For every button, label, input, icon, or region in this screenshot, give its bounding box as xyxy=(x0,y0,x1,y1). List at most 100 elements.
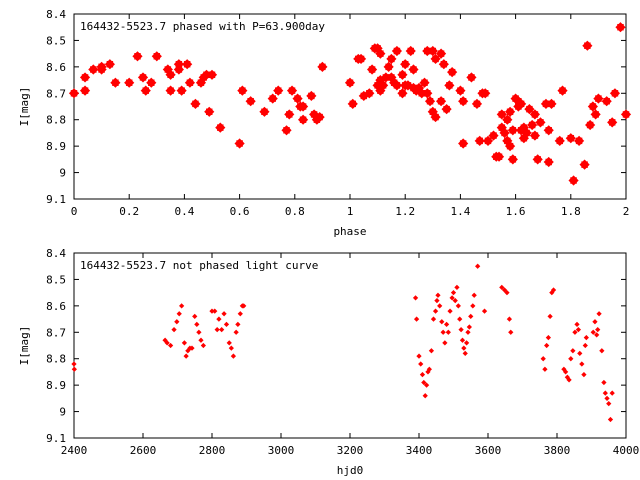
unphased-data-point xyxy=(443,321,450,327)
unphased-data-point xyxy=(508,329,514,335)
phased-light-curve-panel: 0 0.2 0.4 0.6 0.8 1 1.2 1.4 1.6 1.8 2 8.4 8.5 8.6 8.7 8… xyxy=(18,8,632,238)
unphased-x-tick-label: 3800 xyxy=(544,444,571,457)
phased-data-point-core xyxy=(366,90,373,97)
unphased-data-point xyxy=(179,303,185,309)
phased-x-tick-label: 2 xyxy=(623,205,630,218)
unphased-data-point xyxy=(423,382,430,388)
phased-data-point-core xyxy=(586,121,594,129)
unphased-data-point xyxy=(568,356,574,362)
phased-data-point-core xyxy=(294,95,301,102)
phased-data-point-core xyxy=(575,137,583,145)
unphased-data-point xyxy=(183,353,189,359)
unphased-data-point xyxy=(544,342,550,349)
unphased-data-point xyxy=(609,390,615,396)
unphased-data-point xyxy=(454,284,460,290)
unphased-data-point xyxy=(462,350,468,357)
unphased-light-curve-panel: 2400 2600 2800 3000 3200 3400 3600 3800 4000 8.4 8… xyxy=(18,247,639,477)
unphased-data-point xyxy=(167,342,174,349)
phased-data-point-core xyxy=(523,129,530,137)
phased-data-point-core xyxy=(415,84,423,92)
phased-data-point-core xyxy=(357,55,365,63)
phased-data-point-core xyxy=(261,108,268,116)
unphased-data-point xyxy=(237,311,243,317)
phased-data-point-core xyxy=(377,87,384,94)
unphased-data-point xyxy=(447,308,453,314)
unphased-data-point xyxy=(445,329,451,335)
unphased-y-tick-label: 8.6 xyxy=(46,300,66,313)
unphased-data-point xyxy=(599,348,605,354)
phased-data-point-core xyxy=(542,100,550,108)
unphased-data-point xyxy=(439,319,445,325)
phased-data-point-core xyxy=(247,97,254,105)
unphased-data-point xyxy=(501,287,508,293)
phased-data-point-core xyxy=(167,71,174,79)
unphased-data-point xyxy=(226,340,232,346)
unphased-data-point xyxy=(583,334,589,341)
phased-data-point-core xyxy=(484,137,492,145)
phased-data-point-core xyxy=(482,90,489,97)
phased-x-tick-label: 0 xyxy=(71,205,78,218)
phased-data-point-core xyxy=(377,50,384,57)
unphased-y-tick-label: 8.5 xyxy=(46,273,66,286)
unphased-data-point xyxy=(192,313,198,320)
phased-data-point-core xyxy=(570,177,577,184)
phased-data-point-core xyxy=(603,97,610,105)
unphased-data-point xyxy=(176,311,182,317)
unphased-data-point xyxy=(452,297,458,304)
phased-chart-title: 164432-5523.7 phased with P=63.900day xyxy=(80,20,325,33)
phased-data-point-core xyxy=(545,127,552,134)
unphased-data-point xyxy=(430,316,437,322)
unphased-y-tick-label: 9 xyxy=(59,406,66,419)
phased-data-point-core xyxy=(410,66,417,73)
phased-data-point-core xyxy=(432,55,439,63)
phased-data-point-core xyxy=(183,60,191,68)
unphased-data-point xyxy=(471,292,477,298)
unphased-data-point xyxy=(481,308,488,314)
phased-data-point-core xyxy=(520,134,528,142)
phased-data-point-core xyxy=(443,105,450,113)
phased-data-point-core xyxy=(528,121,536,129)
unphased-x-tick-label: 3400 xyxy=(406,444,433,457)
phased-data-point-core xyxy=(239,87,246,94)
unphased-data-point xyxy=(572,329,578,335)
phased-data-point-core xyxy=(421,79,428,86)
phased-data-point-core xyxy=(504,116,511,123)
unphased-data-point xyxy=(594,332,600,338)
unphased-data-point xyxy=(595,327,601,333)
unphased-data-point xyxy=(604,395,610,401)
phased-data-point-core xyxy=(299,103,307,110)
phased-data-point-core xyxy=(310,111,318,118)
phased-data-point-core xyxy=(385,63,392,71)
unphased-y-tick-label: 8.4 xyxy=(46,247,66,260)
phased-data-point-core xyxy=(440,60,448,68)
phased-data-point-core xyxy=(299,116,307,123)
phased-data-point-core xyxy=(192,100,199,108)
phased-data-point-core xyxy=(379,82,387,89)
unphased-y-tick-label: 9.1 xyxy=(46,432,66,445)
phased-data-point-core xyxy=(349,100,356,108)
phased-data-point-core xyxy=(567,134,575,142)
unphased-data-point xyxy=(470,303,476,309)
unphased-data-point xyxy=(475,263,481,269)
phased-data-point-core xyxy=(382,74,390,81)
unphased-data-point xyxy=(171,327,177,333)
unphased-data-point xyxy=(440,329,446,335)
phased-x-tick-label: 1 xyxy=(347,205,354,218)
phased-data-point-core xyxy=(556,137,563,145)
phased-x-tick-label: 1.2 xyxy=(395,205,415,218)
unphased-data-point xyxy=(504,290,510,296)
phased-data-point-core xyxy=(498,124,506,131)
phased-data-point-core xyxy=(106,60,114,68)
phased-data-point-core xyxy=(112,79,119,86)
phased-data-point-core xyxy=(498,111,506,118)
phased-data-point-core xyxy=(399,71,406,79)
unphased-data-point xyxy=(435,292,441,298)
phased-data-point-core xyxy=(81,74,89,81)
unphased-data-point xyxy=(506,316,513,322)
phased-data-point-core xyxy=(81,87,89,94)
phased-data-point-core xyxy=(517,100,525,108)
phased-data-point-core xyxy=(374,45,381,52)
unphased-data-point xyxy=(223,321,230,327)
phased-data-point-core xyxy=(622,111,630,118)
